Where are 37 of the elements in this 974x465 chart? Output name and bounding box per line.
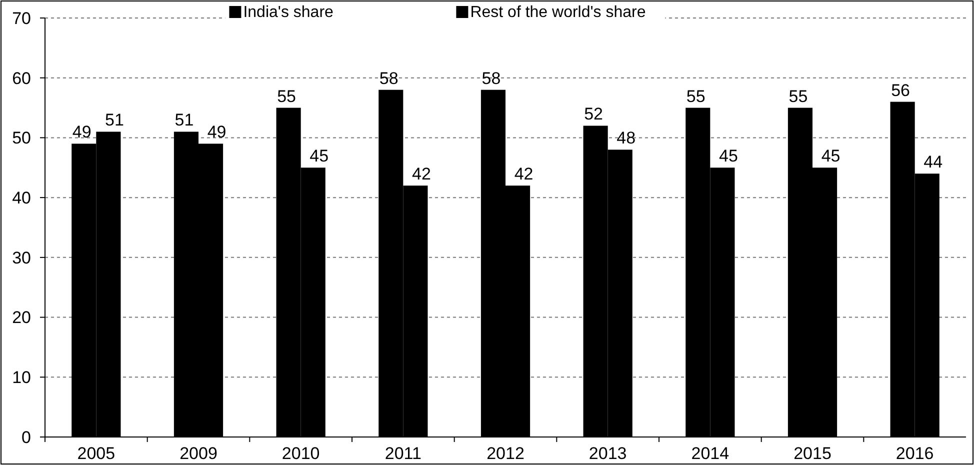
legend-label: Rest of the world's share (470, 4, 646, 21)
y-tick-label: 30 (12, 248, 31, 268)
y-tick-label: 60 (12, 68, 31, 88)
data-label: 44 (924, 152, 943, 172)
x-tick-label: 2014 (691, 444, 730, 463)
y-tick-label: 70 (12, 8, 31, 28)
y-tick-label: 40 (12, 188, 31, 208)
x-tick-label: 2015 (794, 444, 832, 463)
data-label: 55 (277, 86, 296, 106)
data-label: 48 (616, 128, 636, 148)
x-tick-label: 2011 (384, 444, 422, 463)
x-tick-label: 2005 (77, 444, 116, 463)
data-label: 51 (104, 110, 124, 130)
legend-label: India's share (243, 4, 334, 21)
data-label: 45 (821, 146, 840, 166)
data-label: 58 (379, 68, 398, 88)
y-tick-label: 50 (12, 128, 31, 148)
data-label: 49 (207, 122, 226, 142)
x-tick-label: 2012 (486, 444, 524, 463)
data-label: 51 (174, 110, 194, 130)
data-label: 49 (72, 122, 92, 142)
data-label: 52 (584, 104, 604, 124)
x-tick-label: 2009 (180, 444, 218, 463)
y-tick-label: 10 (12, 368, 31, 388)
data-label: 55 (686, 86, 706, 106)
data-label: 42 (412, 164, 431, 184)
y-tick-label: 20 (12, 308, 31, 328)
x-tick-label: 2013 (588, 444, 627, 463)
data-label: 42 (514, 164, 534, 184)
data-label: 45 (718, 146, 738, 166)
x-tick-label: 2010 (282, 444, 320, 463)
data-label: 45 (310, 146, 329, 166)
y-tick-label: 0 (22, 428, 31, 447)
x-tick-label: 2016 (896, 444, 934, 463)
data-label: 56 (891, 80, 910, 100)
data-label: 55 (788, 86, 808, 106)
data-label: 58 (482, 68, 501, 88)
